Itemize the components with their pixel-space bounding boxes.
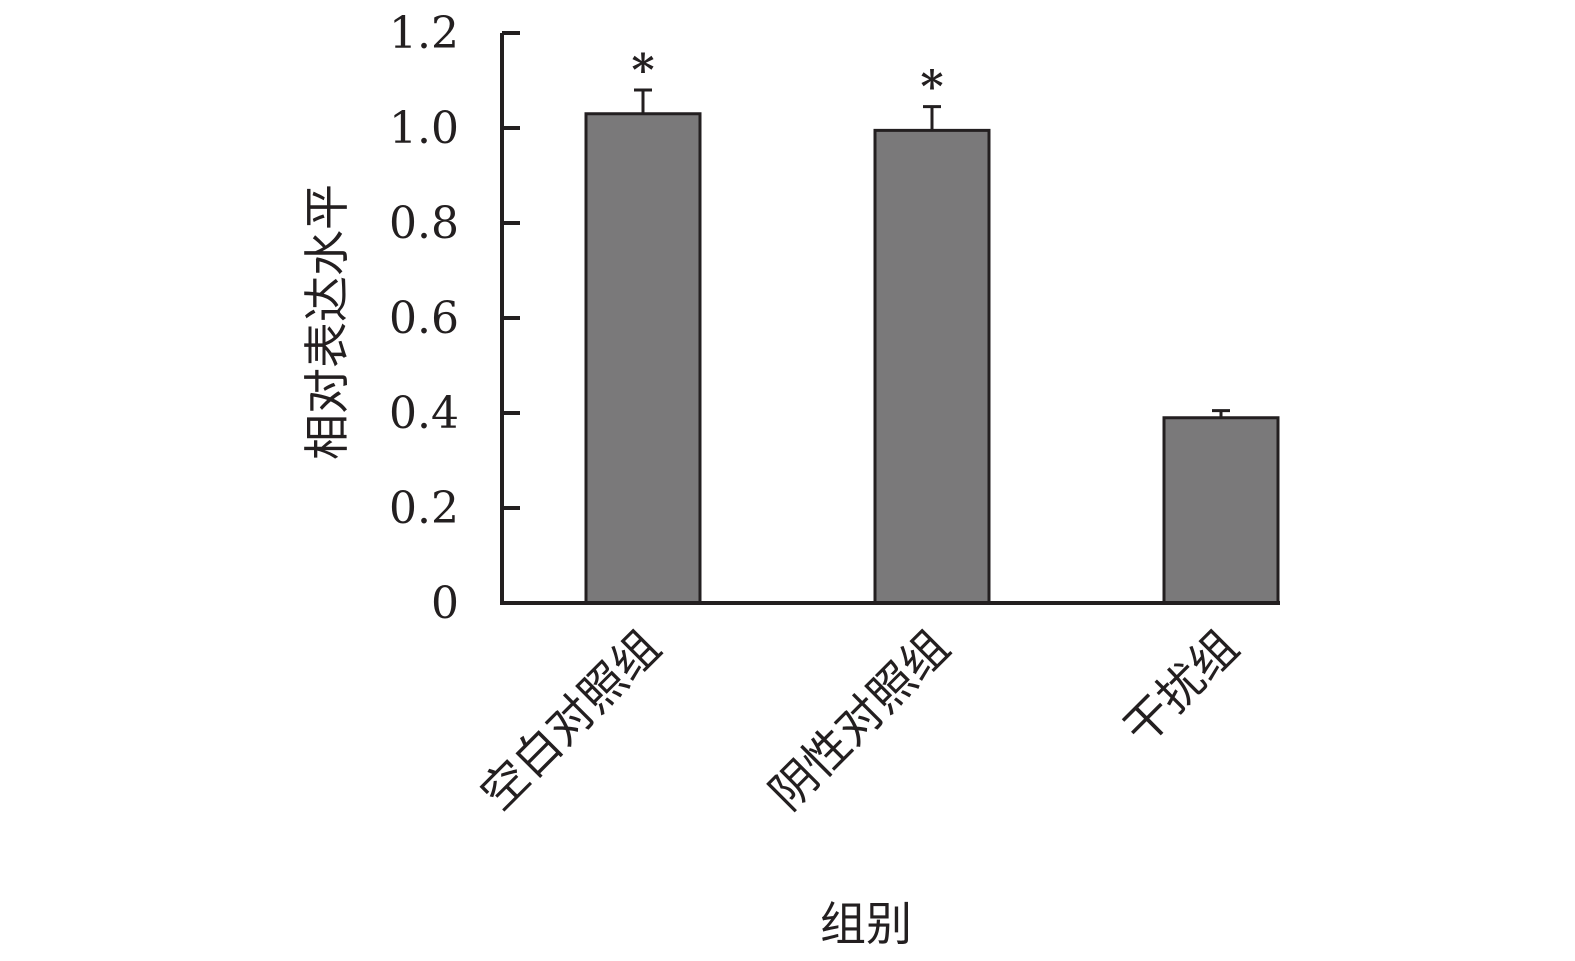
y-tick-label-5: 1.0 [389, 103, 459, 154]
y-tick-label-3: 0.6 [389, 293, 459, 344]
bars-layer [584, 88, 1280, 605]
y-tick-label-4: 0.8 [389, 198, 459, 249]
significance-mark-2: * [920, 62, 943, 113]
x-tick-label-3: 干扰组 [1113, 620, 1249, 756]
x-axis-title: 组别 [820, 897, 912, 951]
x-tick-label-1: 空白对照组 [470, 620, 671, 821]
bar-3 [1162, 416, 1280, 605]
significance-mark-1: * [631, 45, 654, 96]
bar-2 [873, 128, 991, 605]
y-tick-label-0: 0 [431, 578, 459, 629]
bar-1 [584, 112, 702, 605]
y-tick-label-1: 0.2 [389, 483, 459, 534]
y-axis-title: 相对表达水平 [300, 184, 354, 460]
axis-layer [500, 31, 1280, 605]
y-tick-label-6: 1.2 [389, 8, 459, 59]
x-tick-label-2: 阴性对照组 [759, 620, 960, 821]
y-tick-label-2: 0.4 [389, 388, 459, 439]
